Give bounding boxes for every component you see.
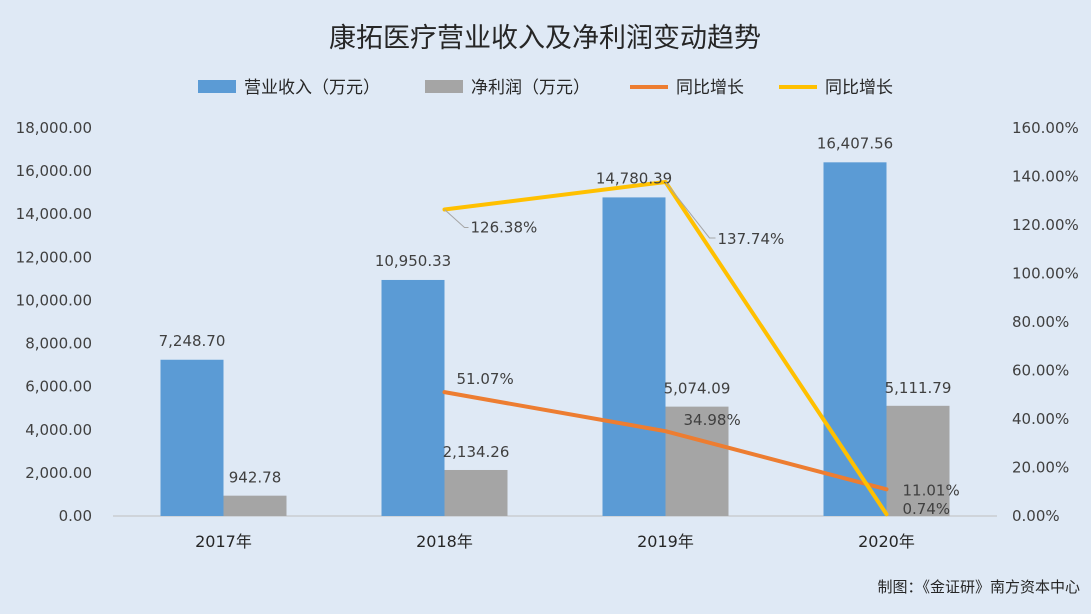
legend-label: 净利润（万元） (471, 78, 590, 98)
y-right-tick-label: 120.00% (1012, 216, 1079, 234)
y-left-tick-label: 14,000.00 (16, 205, 92, 223)
legend-label: 同比增长 (676, 78, 744, 98)
x-tick-label: 2019年 (637, 532, 694, 551)
bar-net-profit (665, 406, 729, 516)
y-left-tick-label: 8,000.00 (25, 335, 92, 353)
leader-line (665, 181, 716, 239)
x-tick-label: 2017年 (195, 532, 252, 551)
legend-label: 营业收入（万元） (244, 78, 380, 98)
bar-data-label: 942.78 (229, 469, 282, 487)
bar-data-label: 5,074.09 (664, 380, 731, 398)
data-labels: 7,248.70 10,950.33 14,780.39 16,407.56 942.7… (159, 134, 960, 518)
y-right-tick-label: 100.00% (1012, 265, 1079, 283)
bar-net-profit (223, 495, 287, 516)
line-data-label: 51.07% (457, 370, 514, 388)
y-right-tick-label: 40.00% (1012, 410, 1069, 428)
bar-data-label: 2,134.26 (443, 443, 510, 461)
line-data-label: 11.01% (903, 481, 960, 499)
x-tick-label: 2020年 (858, 532, 915, 551)
chart-title: 康拓医疗营业收入及净利润变动趋势 (329, 23, 761, 54)
y-left-tick-label: 0.00 (59, 507, 92, 525)
y-left-tick-label: 2,000.00 (25, 464, 92, 482)
legend: 营业收入（万元） 净利润（万元） 同比增长 同比增长 (198, 78, 893, 98)
y-left-tick-label: 16,000.00 (16, 162, 92, 180)
y-right-tick-label: 160.00% (1012, 119, 1079, 137)
y-right-tick-label: 140.00% (1012, 168, 1079, 186)
y-left-tick-label: 10,000.00 (16, 291, 92, 309)
bars (160, 162, 950, 516)
line-data-label: 34.98% (684, 411, 741, 429)
leader-line (444, 209, 469, 229)
bar-revenue (823, 162, 887, 516)
y-right-tick-label: 80.00% (1012, 313, 1069, 331)
bar-revenue (602, 197, 666, 516)
bar-revenue (381, 279, 445, 516)
line-net-profit-growth (442, 390, 889, 492)
y-left-tick-label: 6,000.00 (25, 378, 92, 396)
axes: 0.00 2,000.00 4,000.00 6,000.00 8,000.00 10,0… (16, 119, 1079, 551)
bar-net-profit (886, 405, 950, 516)
legend-swatch (198, 80, 236, 93)
y-left-tick-label: 18,000.00 (16, 119, 92, 137)
credit-text: 制图：《金证研》南方资本中心 (877, 578, 1080, 596)
bar-revenue (160, 359, 224, 516)
bar-data-label: 5,111.79 (885, 379, 952, 397)
y-right-tick-label: 20.00% (1012, 459, 1069, 477)
y-left-tick-label: 12,000.00 (16, 248, 92, 266)
x-tick-label: 2018年 (416, 532, 473, 551)
bar-data-label: 10,950.33 (375, 252, 451, 270)
line-data-label: 0.74% (903, 500, 951, 518)
y-right-tick-label: 60.00% (1012, 362, 1069, 380)
bar-data-label: 7,248.70 (159, 332, 226, 350)
bar-data-label: 14,780.39 (596, 169, 672, 187)
legend-label: 同比增长 (825, 78, 893, 98)
y-left-tick-label: 4,000.00 (25, 421, 92, 439)
line-data-label: 126.38% (471, 219, 538, 237)
y-right-tick-label: 0.00% (1012, 507, 1060, 525)
bar-data-label: 16,407.56 (817, 134, 893, 152)
legend-swatch (425, 80, 463, 93)
line-data-label: 137.74% (718, 230, 785, 248)
bar-net-profit (444, 469, 508, 516)
